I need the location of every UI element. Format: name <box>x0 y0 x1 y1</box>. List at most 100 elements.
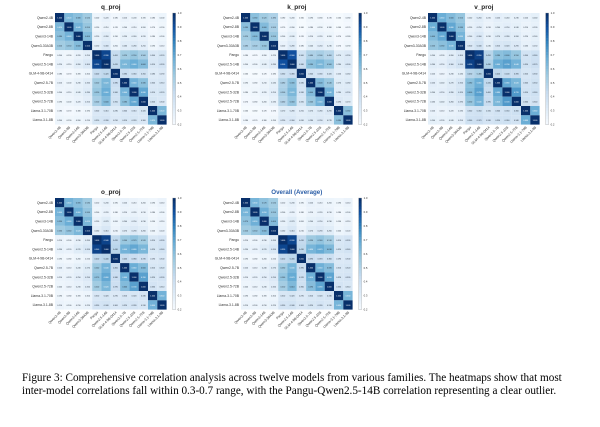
heatmap-value-label: 0.280 <box>336 64 341 66</box>
heatmap-value-label: 0.480 <box>243 45 248 47</box>
heatmap-cell <box>306 31 316 41</box>
colorbar-segment <box>172 237 176 241</box>
heatmap-cell <box>268 13 279 23</box>
colorbar-segment <box>545 54 549 58</box>
heatmap-cell <box>455 40 466 51</box>
heatmap-cell <box>511 50 521 60</box>
heatmap-cell <box>465 87 475 97</box>
heatmap-value-label: 1.000 <box>243 18 248 20</box>
heatmap-cell <box>82 31 93 41</box>
heatmap-cell <box>502 115 512 125</box>
heatmap-value-label: 0.220 <box>85 305 90 307</box>
heatmap-cell <box>259 40 269 51</box>
heatmap-value-label: 0.200 <box>253 305 258 307</box>
heatmap-cell <box>250 78 260 88</box>
heatmap-value-label: 0.210 <box>243 277 248 279</box>
heatmap-value-label: 1.000 <box>67 27 72 29</box>
heatmap-cell <box>324 235 334 245</box>
row-tick-label: Qwen2-8B <box>37 210 54 214</box>
heatmap-value-label: 0.320 <box>505 45 510 47</box>
heatmap-value-label: 0.240 <box>486 45 491 47</box>
colorbar-tick-label: 0.7 <box>551 53 555 57</box>
colorbar-segment <box>358 214 362 218</box>
heatmap-value-label: 0.180 <box>299 45 304 47</box>
colorbar-segment <box>358 21 362 25</box>
heatmap-cell <box>110 22 121 32</box>
colorbar-segment <box>172 278 176 282</box>
heatmap-cell <box>250 22 260 32</box>
heatmap-value-label: 0.220 <box>430 111 435 113</box>
colorbar-segment <box>358 113 362 117</box>
heatmap-cell <box>502 50 512 60</box>
heatmap-cell <box>306 272 316 282</box>
heatmap-cell <box>530 22 540 32</box>
heatmap-value-label: 0.310 <box>346 286 351 288</box>
heatmap-value-label: 0.940 <box>94 249 99 251</box>
heatmap-cell <box>82 244 93 254</box>
heatmap-value-label: 0.410 <box>280 258 285 260</box>
heatmap-value-label: 0.200 <box>262 101 267 103</box>
heatmap-cell <box>259 68 269 79</box>
heatmap-cell <box>129 263 139 273</box>
heatmap-cell <box>148 22 158 32</box>
colorbar-segment <box>358 13 362 17</box>
heatmap-cell <box>110 272 121 282</box>
heatmap-value-label: 0.360 <box>514 111 519 113</box>
row-tick-label: Qwen2.5-7B <box>407 81 427 85</box>
heatmap-value-label: 0.300 <box>104 45 109 47</box>
heatmap-cell <box>474 87 484 97</box>
heatmap-value-label: 0.270 <box>290 221 295 223</box>
heatmap-cell <box>343 13 353 23</box>
heatmap-value-label: 0.260 <box>449 101 454 103</box>
heatmap-cell <box>120 272 130 282</box>
heatmap-cell <box>129 31 139 41</box>
heatmap-cell <box>278 216 288 226</box>
heatmap-value-label: 0.250 <box>318 221 323 223</box>
heatmap-cell <box>110 216 121 226</box>
heatmap-value-label: 0.650 <box>318 268 323 270</box>
heatmap-value-label: 0.300 <box>346 258 351 260</box>
heatmap-value-label: 0.630 <box>458 36 463 38</box>
heatmap-value-label: 0.400 <box>122 258 127 260</box>
column-tick-label: Pangu <box>275 310 285 320</box>
heatmap-cell <box>296 78 307 88</box>
heatmap-value-label: 0.220 <box>160 230 165 232</box>
heatmap-value-label: 0.300 <box>85 64 90 66</box>
row-tick-label: Qwen2.5-14B <box>405 62 426 66</box>
heatmap-cell <box>101 253 111 264</box>
heatmap-cell <box>446 68 456 79</box>
colorbar-segment <box>172 60 176 64</box>
heatmap-value-label: 0.610 <box>327 249 332 251</box>
heatmap-value-label: 0.210 <box>67 64 72 66</box>
colorbar-segment <box>358 220 362 224</box>
heatmap-cell <box>259 87 269 97</box>
heatmap-cell <box>278 281 288 291</box>
heatmap-value-label: 0.200 <box>113 221 118 223</box>
heatmap-value-label: 0.260 <box>449 55 454 57</box>
heatmap-cell <box>278 235 288 245</box>
heatmap-value-label: 0.210 <box>104 27 109 29</box>
heatmap-value-label: 0.180 <box>336 212 341 214</box>
heatmap-value-label: 1.000 <box>308 268 313 270</box>
heatmap-cell <box>120 225 130 236</box>
heatmap-value-label: 0.200 <box>243 64 248 66</box>
heatmap-value-label: 0.260 <box>85 286 90 288</box>
heatmap-value-label: 0.240 <box>505 18 510 20</box>
heatmap-value-label: 0.230 <box>440 120 445 122</box>
heatmap-cell <box>241 87 251 97</box>
heatmap-cell <box>64 253 74 264</box>
row-tick-label: Qwen3-14B <box>35 219 54 223</box>
colorbar-segment <box>358 256 362 260</box>
heatmap-value-label: 0.290 <box>113 120 118 122</box>
heatmap-value-label: 1.000 <box>336 296 341 298</box>
heatmap-cell <box>446 96 456 106</box>
heatmap-value-label: 1.000 <box>57 18 62 20</box>
heatmap-cell <box>148 40 158 51</box>
heatmap-value-label: 0.720 <box>505 101 510 103</box>
heatmap-cell <box>465 50 475 60</box>
heatmap-value-label: 0.310 <box>280 296 285 298</box>
heatmap-cell <box>474 31 484 41</box>
heatmap-value-label: 0.210 <box>57 83 62 85</box>
heatmap-value-label: 0.230 <box>243 249 248 251</box>
heatmap-value-label: 0.380 <box>290 73 295 75</box>
